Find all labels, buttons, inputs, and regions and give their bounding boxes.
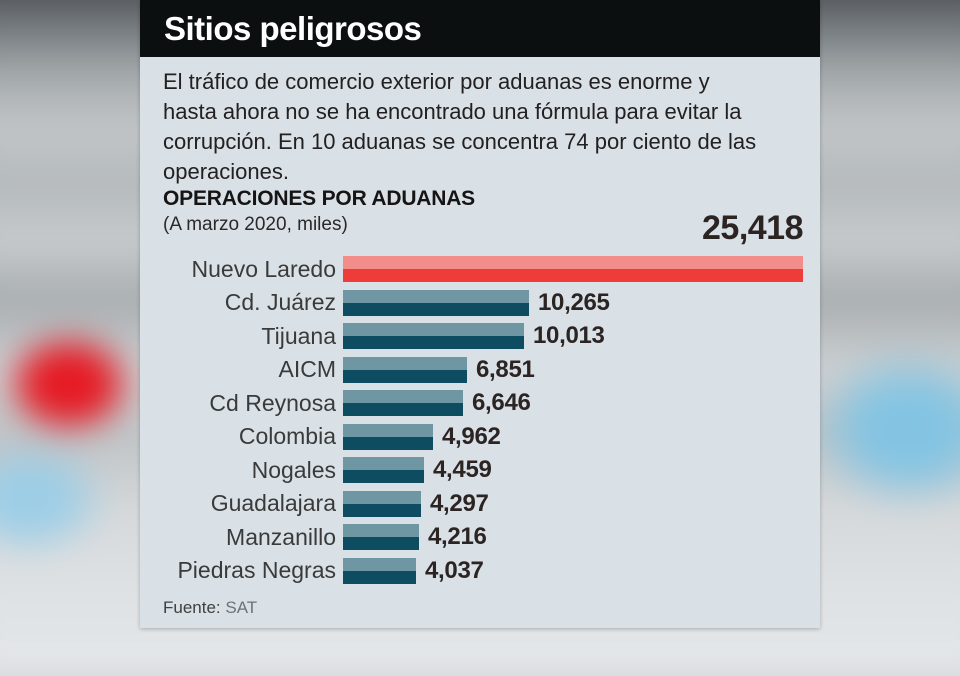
page-title: Sitios peligrosos (164, 9, 422, 47)
chart-subtitle: (A marzo 2020, miles) (163, 214, 348, 235)
bar-row: Tijuana 10,013 (140, 322, 803, 349)
bar-row: AICM 6,851 (140, 355, 803, 383)
bar-value: 4,297 (430, 489, 489, 517)
bar-label: AICM (278, 356, 337, 382)
bar-row: Nogales 4,459 (140, 456, 803, 483)
bar-label: Tijuana (261, 322, 336, 349)
bar-label: Guadalajara (210, 490, 336, 516)
bar-row: Piedras Negras 4,037 (140, 556, 803, 584)
bar-row: Manzanillo 4,216 (140, 523, 803, 550)
bar-label: Cd. Juárez (224, 289, 336, 315)
bar-value: 4,459 (433, 456, 492, 483)
source-value: SAT (225, 598, 258, 617)
source-line: Fuente: SAT (163, 598, 257, 618)
bar (343, 423, 433, 450)
intro-text: El tráfico de comercio exterior por adua… (163, 69, 757, 184)
bar-value: 4,962 (442, 422, 501, 450)
source-label: Fuente: (163, 598, 221, 617)
bar-label: Colombia (238, 423, 336, 449)
bar-value: 6,646 (472, 389, 531, 416)
bar-value: 4,216 (428, 523, 487, 550)
bar (343, 356, 467, 383)
bar-row: Cd Reynosa 6,646 (140, 389, 803, 416)
bar-value: 4,037 (425, 556, 484, 584)
bar-value: 6,851 (476, 355, 535, 383)
max-value-label: 25,418 (702, 209, 804, 247)
chart-title: OPERACIONES POR ADUANAS (163, 187, 475, 210)
infographic-card: Sitios peligrosos El tráfico de comercio… (140, 0, 820, 628)
bar-row: Cd. Juárez 10,265 (140, 288, 803, 316)
bar (343, 524, 419, 550)
bar (343, 490, 421, 517)
bar-row: Guadalajara 4,297 (140, 489, 803, 517)
bar (343, 289, 529, 316)
card-header: Sitios peligrosos (140, 0, 820, 57)
bar-row: Colombia 4,962 (140, 422, 803, 450)
bar-chart: Nuevo Laredo Cd. Juárez 10,265 Tijuana 10,01… (140, 256, 803, 591)
bar-value: 10,013 (533, 322, 605, 349)
bar-value: 10,265 (538, 288, 610, 316)
bar (343, 457, 424, 483)
bar (343, 390, 463, 416)
bar (343, 323, 524, 349)
bar-label: Nogales (251, 456, 336, 483)
bar-label: Piedras Negras (177, 557, 336, 583)
bar (343, 557, 416, 584)
bar-label: Cd Reynosa (209, 389, 336, 416)
bar-label: Manzanillo (226, 523, 336, 550)
bar-label: Nuevo Laredo (191, 255, 337, 282)
bar-highlight (343, 256, 803, 282)
bar-row: Nuevo Laredo (140, 256, 803, 282)
